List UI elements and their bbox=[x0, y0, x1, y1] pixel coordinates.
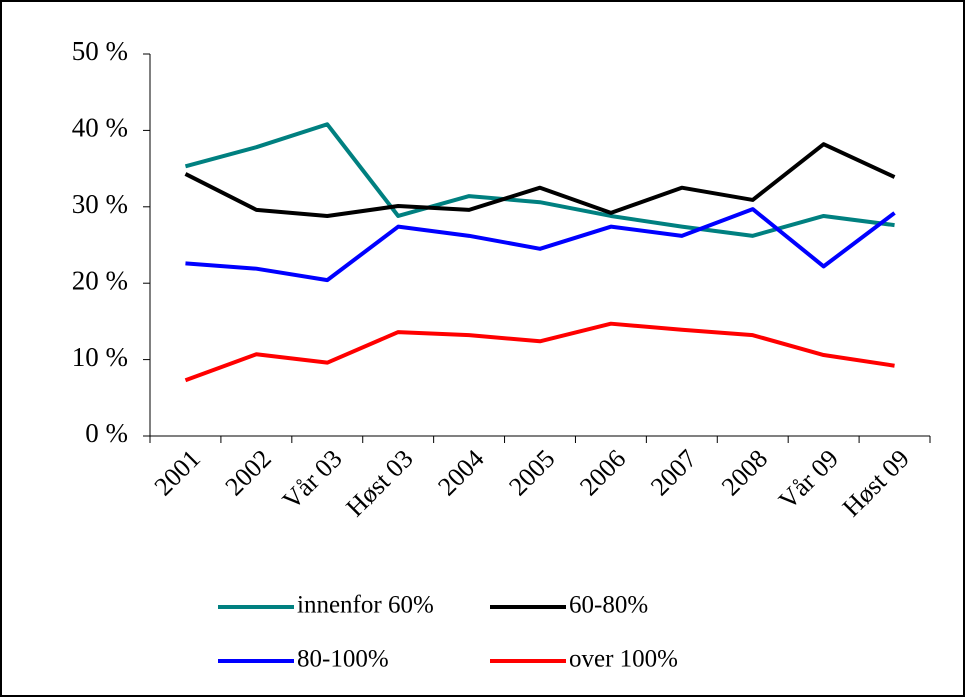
series-line bbox=[185, 207, 896, 283]
legend-label: 80-100% bbox=[297, 646, 389, 673]
y-tick-label: 20 % bbox=[72, 265, 128, 295]
series-line bbox=[184, 142, 896, 218]
y-tick-label: 40 % bbox=[72, 113, 128, 143]
y-tick-label: 10 % bbox=[72, 342, 128, 372]
legend-label: 60-80% bbox=[569, 592, 648, 619]
y-tick-label: 0 % bbox=[85, 418, 128, 448]
series-line bbox=[184, 321, 895, 383]
legend-label: over 100% bbox=[569, 646, 678, 673]
legend-label: innenfor 60% bbox=[297, 592, 434, 619]
y-tick-label: 30 % bbox=[72, 189, 128, 219]
y-tick-label: 50 % bbox=[72, 36, 128, 66]
